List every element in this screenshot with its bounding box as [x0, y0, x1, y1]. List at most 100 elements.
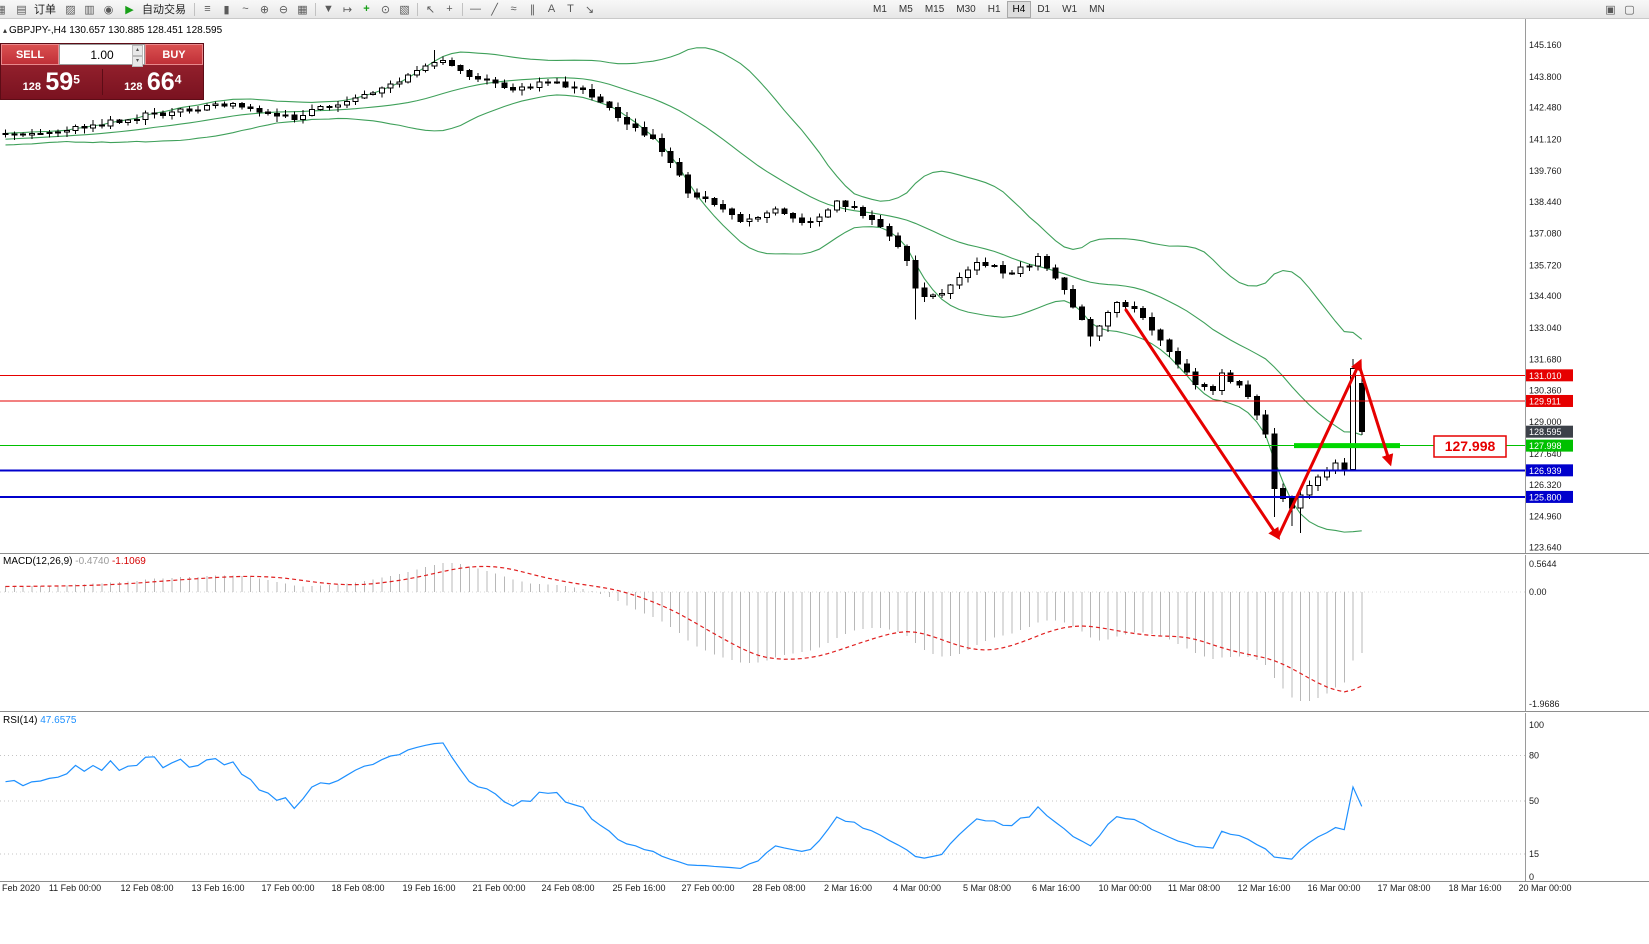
price-axis[interactable]: 145.160 143.800 142.480 141.120 139.760 138.4…: [1529, 40, 1562, 552]
bar-chart-type-icon[interactable]: ≡: [204, 3, 211, 15]
rsi-name: RSI(14): [3, 715, 38, 726]
time-axis-label: 17 Feb 00:00: [261, 883, 314, 893]
sell-button[interactable]: SELL: [1, 44, 59, 65]
volume-value[interactable]: 1.00: [90, 47, 114, 62]
toolbar-separator: [417, 2, 418, 16]
volume-stepper[interactable]: 1.00 ▴ ▾: [59, 44, 145, 67]
crosshair-icon[interactable]: +: [446, 3, 453, 15]
price-axis-label: 131.680: [1529, 355, 1562, 365]
svg-text:128.595: 128.595: [1529, 427, 1562, 437]
symbol-marker-icon: ▴: [3, 26, 8, 35]
template-window-icon[interactable]: ▦: [0, 3, 6, 16]
time-axis-label: 17 Mar 08:00: [1377, 883, 1430, 893]
price-callout-box[interactable]: [1433, 435, 1507, 458]
time-axis-label: 6 Mar 16:00: [1032, 883, 1080, 893]
timeframe-h4-button[interactable]: H4: [1006, 0, 1032, 18]
time-axis-label: 5 Mar 08:00: [963, 883, 1011, 893]
grid-icon[interactable]: ▦: [297, 3, 308, 16]
time-axis-label: 4 Mar 00:00: [893, 883, 941, 893]
time-axis-label: 2 Mar 16:00: [824, 883, 872, 893]
toolbar-separator: [462, 2, 463, 16]
timeframe-m30-button[interactable]: M30: [956, 3, 976, 15]
window-tile-icon[interactable]: ▢: [1624, 3, 1635, 16]
timeframe-d1-button[interactable]: D1: [1037, 3, 1051, 15]
svg-text:125.800: 125.800: [1529, 492, 1562, 502]
timeframe-m15-button[interactable]: M15: [924, 3, 945, 15]
svg-text:0: 0: [1529, 872, 1534, 882]
time-axis-label: 21 Feb 00:00: [472, 883, 525, 893]
time-axis-label: 20 Mar 00:00: [1518, 883, 1571, 893]
timeframe-m5-button[interactable]: M5: [898, 3, 913, 15]
volume-up-button[interactable]: ▴: [132, 45, 143, 56]
templates-icon[interactable]: ▧: [399, 3, 410, 16]
price-axis-label: 142.480: [1529, 103, 1562, 113]
timeframe-h1-button[interactable]: H1: [987, 3, 1001, 15]
time-axis-label: 12 Mar 16:00: [1237, 883, 1290, 893]
zoom-out-icon[interactable]: ⊖: [278, 3, 289, 16]
add-indicator-icon[interactable]: +: [363, 3, 370, 15]
toolbar-separator: [194, 2, 195, 16]
cursor-icon[interactable]: ↖: [425, 3, 436, 16]
print-icon[interactable]: ▨: [65, 3, 76, 16]
new-order-label: 订单: [34, 4, 56, 16]
time-axis-label: 12 Feb 08:00: [120, 883, 173, 893]
time-axis-label: 28 Feb 08:00: [752, 883, 805, 893]
new-order-button[interactable]: ▤ 订单: [10, 1, 61, 17]
timeframe-mn-button[interactable]: MN: [1089, 3, 1105, 15]
buy-button[interactable]: BUY: [145, 44, 203, 65]
auto-scroll-icon[interactable]: ▼: [323, 3, 334, 15]
price-callout-text: 127.998: [1445, 438, 1496, 454]
autotrading-button[interactable]: ▶ 自动交易: [118, 1, 191, 17]
macd-signal-line: [5, 565, 1362, 693]
volume-down-button[interactable]: ▾: [132, 56, 143, 67]
macd-signal-value: -1.1069: [111, 556, 146, 567]
price-axis-label: 138.440: [1529, 197, 1562, 207]
price-axis-label: 130.360: [1529, 385, 1562, 395]
text-tool-icon[interactable]: A: [547, 3, 556, 15]
fibonacci-tool-icon[interactable]: ≈: [510, 3, 517, 15]
trend-arrows[interactable]: [1124, 308, 1394, 540]
price-axis-label: 145.160: [1529, 40, 1562, 50]
toolbar-separator: [315, 2, 316, 16]
trendline-tool-icon[interactable]: ╱: [491, 3, 498, 16]
price-axis-label: 126.320: [1529, 480, 1562, 490]
svg-text:0.00: 0.00: [1529, 587, 1547, 597]
buy-price[interactable]: 128 664: [103, 68, 204, 97]
navigator-icon[interactable]: ◉: [103, 3, 114, 16]
price-marker-129.911: 129.911: [1526, 394, 1573, 407]
sell-price-prefix: 128: [22, 80, 41, 93]
sell-price-big: 59: [45, 67, 74, 96]
candlestick-chart-type-icon[interactable]: ▮: [223, 3, 230, 16]
price-marker-128.595: 128.595: [1526, 425, 1573, 438]
period-icon[interactable]: ⊙: [380, 3, 391, 16]
arrow-tool-icon[interactable]: ↘: [584, 3, 595, 16]
sell-price[interactable]: 128 595: [1, 68, 102, 97]
time-axis[interactable]: Feb 2020 11 Feb 00:00 12 Feb 08:00 13 Feb 1…: [2, 883, 1572, 893]
buy-price-prefix: 128: [124, 80, 143, 93]
data-window-icon[interactable]: ▥: [84, 3, 95, 16]
zoom-in-icon[interactable]: ⊕: [259, 3, 270, 16]
support-zone[interactable]: [1294, 443, 1400, 449]
rsi-scale: 100 80 50 15 0: [1529, 720, 1544, 882]
horizontal-line-tool-icon[interactable]: —: [470, 3, 481, 15]
window-cascade-icon[interactable]: ▣: [1605, 3, 1616, 16]
timeframe-w1-button[interactable]: W1: [1062, 3, 1078, 15]
symbol-ohlc-text: GBPJPY-,H4 130.657 130.885 128.451 128.5…: [9, 25, 223, 36]
time-axis-label: 27 Feb 00:00: [681, 883, 734, 893]
label-tool-icon[interactable]: T: [567, 3, 574, 15]
timeframe-m1-button[interactable]: M1: [873, 3, 887, 15]
price-axis-label: 129.000: [1529, 417, 1562, 427]
svg-text:15: 15: [1529, 849, 1539, 859]
time-axis-label: 19 Feb 16:00: [402, 883, 455, 893]
price-axis-label: 143.800: [1529, 72, 1562, 82]
chart-shift-icon[interactable]: ↦: [342, 3, 353, 16]
svg-text:80: 80: [1529, 750, 1539, 760]
price-axis-label: 124.960: [1529, 512, 1562, 522]
macd-name: MACD(12,26,9): [3, 556, 73, 567]
new-order-icon: ▤: [16, 3, 27, 16]
line-chart-type-icon[interactable]: ~: [242, 3, 249, 15]
time-axis-label: Feb 2020: [2, 883, 40, 893]
time-axis-label: 13 Feb 16:00: [191, 883, 244, 893]
channel-tool-icon[interactable]: ∥: [529, 3, 536, 16]
